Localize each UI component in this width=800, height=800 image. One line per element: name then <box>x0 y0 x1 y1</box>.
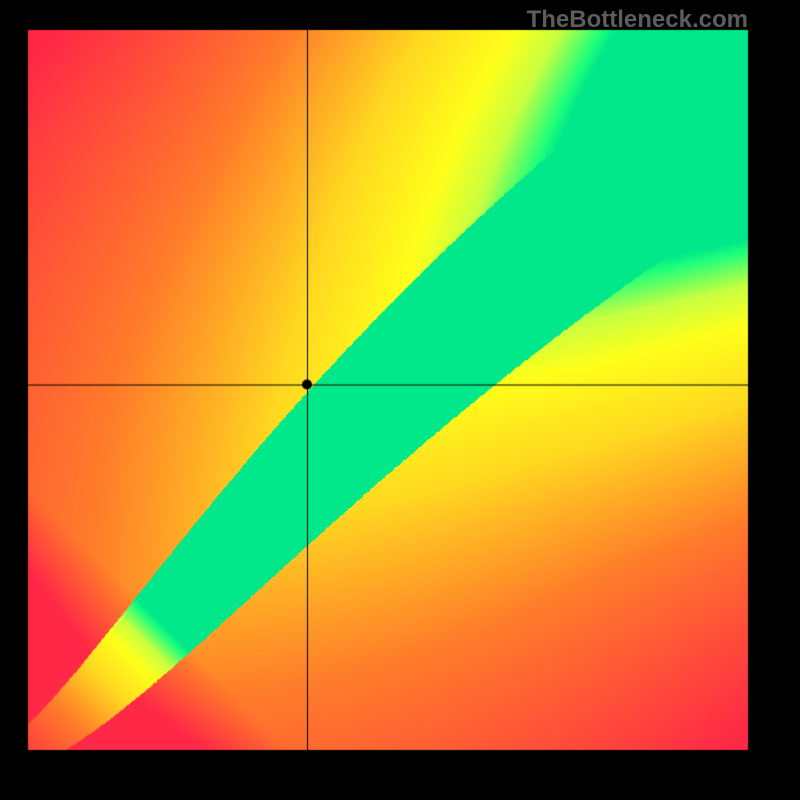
watermark-label: TheBottleneck.com <box>527 6 748 34</box>
bottleneck-heatmap <box>0 0 800 800</box>
chart-container: { "type": "heatmap", "canvas": { "width"… <box>0 0 800 800</box>
